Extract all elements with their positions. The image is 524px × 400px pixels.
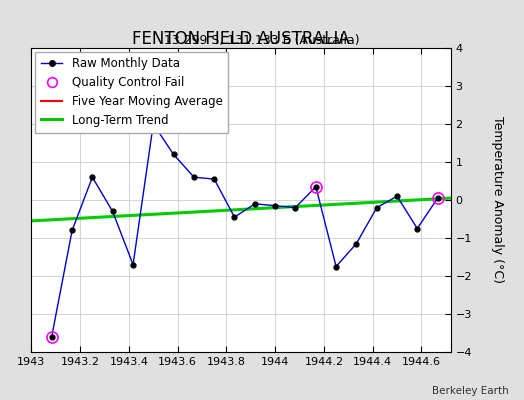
Legend: Raw Monthly Data, Quality Control Fail, Five Year Moving Average, Long-Term Tren: Raw Monthly Data, Quality Control Fail, … (35, 52, 228, 133)
Text: Berkeley Earth: Berkeley Earth (432, 386, 508, 396)
Title: FENTON FIELD AUSTRALIA: FENTON FIELD AUSTRALIA (132, 30, 350, 48)
Y-axis label: Temperature Anomaly (°C): Temperature Anomaly (°C) (492, 116, 505, 284)
Text: 13.299 S, 131.133 E (Australia): 13.299 S, 131.133 E (Australia) (164, 34, 360, 47)
